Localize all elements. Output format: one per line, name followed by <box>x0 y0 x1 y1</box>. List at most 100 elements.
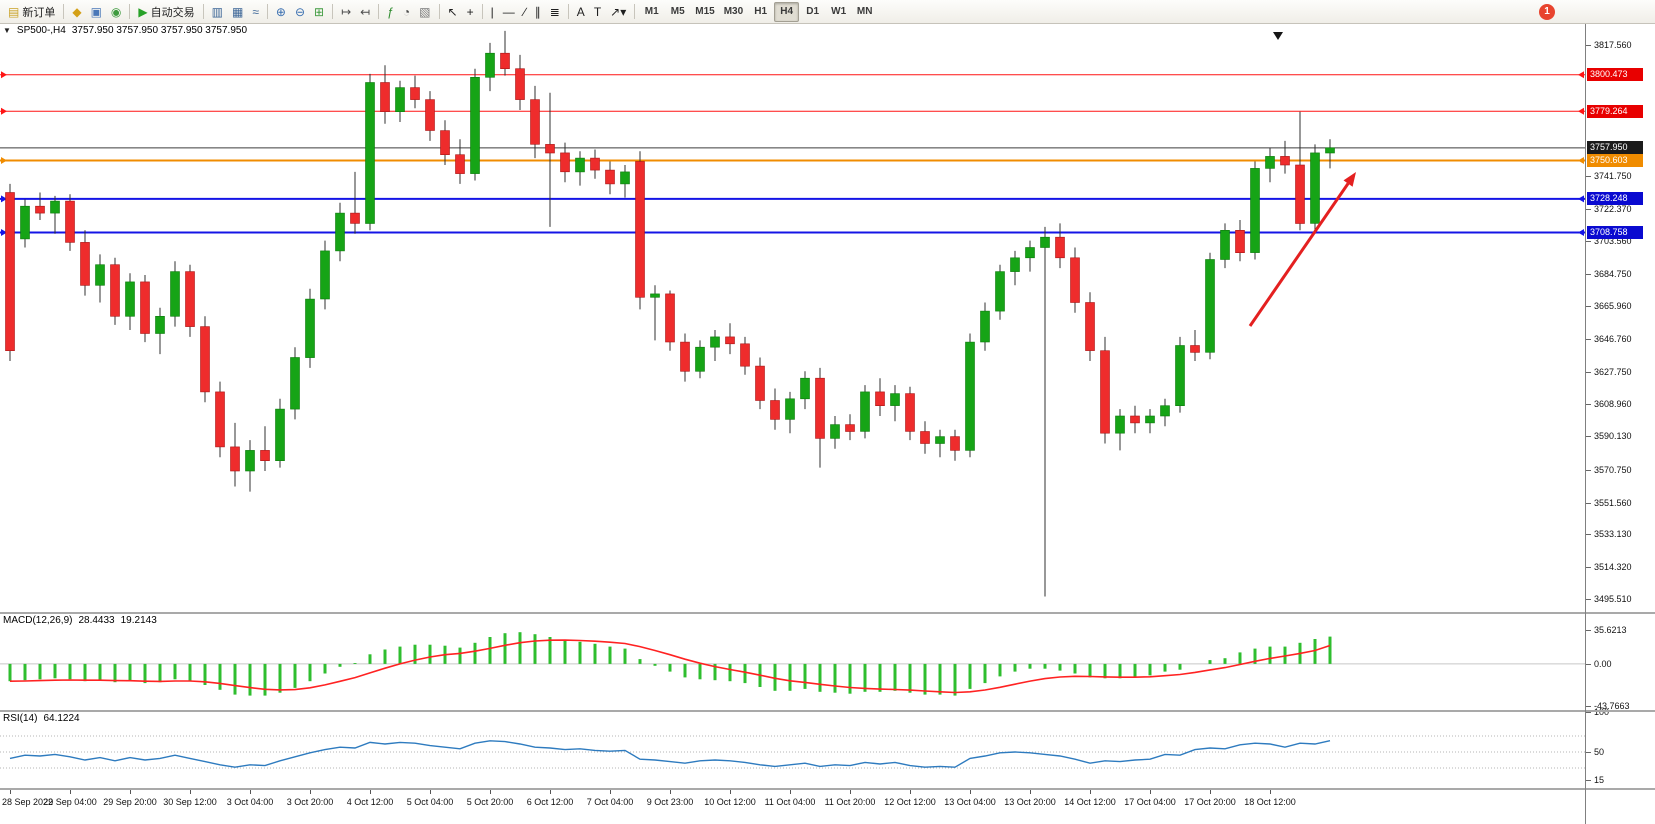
pane-separator[interactable] <box>0 612 1585 614</box>
crosshair-icon: + <box>466 4 474 19</box>
new-order-button[interactable]: ▤ 新订单 <box>4 2 59 22</box>
chart-menu-icon[interactable]: ▼ <box>3 26 11 35</box>
timeframe-d1-button[interactable]: D1 <box>800 2 825 22</box>
price-label: 3722.370 <box>1594 204 1632 214</box>
time-tick <box>250 790 251 794</box>
down-marker[interactable] <box>1273 32 1283 40</box>
text-button[interactable]: A <box>573 2 589 22</box>
trendline-button[interactable]: ∕ <box>520 2 530 22</box>
candle <box>830 416 840 449</box>
autotrading-button[interactable]: ▶ 自动交易 <box>134 2 198 22</box>
timeframe-m1-button[interactable]: M1 <box>639 2 664 22</box>
candle <box>1085 292 1095 361</box>
toolbar-separator <box>63 4 65 19</box>
crosshair-button[interactable]: + <box>463 2 478 22</box>
candle <box>560 142 570 183</box>
candle <box>380 65 390 124</box>
fibonacci-button[interactable]: ≣ <box>546 2 564 22</box>
candle <box>845 414 855 441</box>
zoom-in-icon: ⊕ <box>275 4 286 19</box>
trend-arrow-head[interactable] <box>1343 172 1357 187</box>
vertical-line-icon: | <box>490 4 494 19</box>
macd-value-signal: 19.2143 <box>120 615 157 626</box>
candle <box>185 264 195 337</box>
text-label-button[interactable]: T <box>590 2 605 22</box>
candle <box>305 288 315 368</box>
horizontal-line-button[interactable]: — <box>499 2 519 22</box>
candle <box>980 302 990 351</box>
rsi-line <box>9 740 1331 768</box>
pane-separator[interactable] <box>0 788 1585 790</box>
time-axis[interactable]: 28 Sep 2022 29 Sep 04:00 29 Sep 20:00 30 Se… <box>0 790 1585 824</box>
time-label: 5 Oct 04:00 <box>406 797 454 807</box>
candle <box>740 336 750 375</box>
time-tick <box>790 790 791 794</box>
candlestick-chart-button[interactable]: ▦ <box>228 2 247 22</box>
candle <box>1160 398 1170 427</box>
candle <box>1265 147 1275 183</box>
timeframe-m5-button[interactable]: M5 <box>665 2 690 22</box>
timeframe-h1-button[interactable]: H1 <box>748 2 773 22</box>
candle <box>245 440 255 492</box>
strategy-navigator-icon-button[interactable]: ◉ <box>107 2 125 22</box>
candle <box>155 307 165 355</box>
terminal-icon-button[interactable]: ▣ <box>87 2 106 22</box>
candle <box>815 367 825 468</box>
line-end-marker <box>1578 157 1584 164</box>
time-tick <box>1030 790 1031 794</box>
periods-icon: ◔ <box>402 4 411 19</box>
candle <box>320 240 330 310</box>
macd-pane[interactable]: MACD(12,26,9) 28.4433 19.2143 <box>0 614 1585 710</box>
price-label: 3741.750 <box>1594 171 1632 181</box>
price-tick <box>1586 534 1591 535</box>
cursor-button[interactable]: ↖ <box>444 2 462 22</box>
toolbar-separator <box>481 4 483 19</box>
timeframe-mn-button[interactable]: MN <box>852 2 877 22</box>
candle <box>905 386 915 441</box>
time-label: 4 Oct 12:00 <box>346 797 394 807</box>
price-badge: 3800.473 <box>1587 68 1643 81</box>
tile-windows-button[interactable]: ⊞ <box>310 2 328 22</box>
chart-shift-button[interactable]: ↤ <box>356 2 374 22</box>
vertical-line-button[interactable]: | <box>487 2 498 22</box>
market-watch-icon-button[interactable]: ◆ <box>68 2 85 22</box>
price-tick <box>1586 372 1591 373</box>
pane-separator[interactable] <box>0 710 1585 712</box>
time-label: 3 Oct 04:00 <box>226 797 274 807</box>
zoom-in-button[interactable]: ⊕ <box>272 2 290 22</box>
line-chart-button[interactable]: ≈ <box>248 2 263 22</box>
macd-axis-tick <box>1586 630 1591 631</box>
timeframe-m30-button[interactable]: M30 <box>720 2 747 22</box>
auto-scroll-button[interactable]: ↦ <box>337 2 355 22</box>
price-label: 3514.320 <box>1594 562 1632 572</box>
candle <box>1280 140 1290 174</box>
indicators-button[interactable]: ƒ <box>383 2 398 22</box>
equidistant-channel-button[interactable]: ∥ <box>531 2 545 22</box>
candle <box>950 429 960 461</box>
price-label: 3590.130 <box>1594 431 1632 441</box>
templates-button[interactable]: ▧ <box>415 2 434 22</box>
bar-chart-button[interactable]: ▥ <box>208 2 227 22</box>
autotrading-label: 自动交易 <box>150 6 195 19</box>
timeframe-w1-button[interactable]: W1 <box>826 2 851 22</box>
trend-arrow[interactable] <box>1248 182 1350 327</box>
rsi-pane[interactable]: RSI(14) 64.1224 <box>0 712 1585 788</box>
timeframe-h4-button[interactable]: H4 <box>774 1 800 22</box>
price-label: 3646.760 <box>1594 334 1632 344</box>
candle <box>350 171 360 234</box>
toolbar-separator <box>332 4 334 19</box>
price-label: 3608.960 <box>1594 399 1632 409</box>
periods-button[interactable]: ◔ <box>399 2 414 22</box>
main-price-pane[interactable]: ▼ SP500-,H4 3757.950 3757.950 3757.950 3… <box>0 24 1585 612</box>
timeframe-m15-button[interactable]: M15 <box>691 2 718 22</box>
price-axis[interactable]: 3817.560 3741.750 3722.370 3703.560 3684.750… <box>1585 24 1655 824</box>
time-label: 6 Oct 12:00 <box>526 797 574 807</box>
zoom-out-button[interactable]: ⊖ <box>291 2 309 22</box>
candle <box>95 254 105 303</box>
time-label: 11 Oct 20:00 <box>824 797 876 807</box>
candle <box>335 202 345 262</box>
candle <box>770 388 780 430</box>
notification-badge[interactable]: 1 <box>1539 3 1555 20</box>
arrows-dropdown-button[interactable]: ↗▾ <box>606 2 630 22</box>
time-tick <box>1150 790 1151 794</box>
